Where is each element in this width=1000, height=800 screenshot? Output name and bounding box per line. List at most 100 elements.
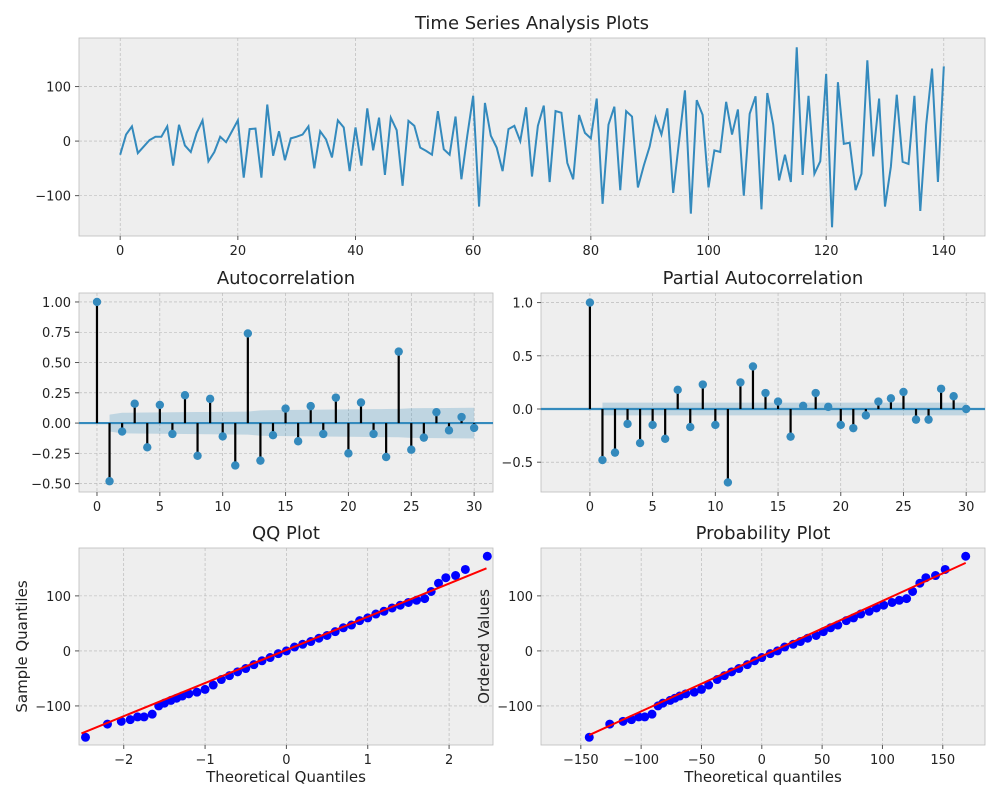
stem-marker — [610, 448, 620, 457]
chart-title: Partial Autocorrelation — [663, 268, 864, 289]
stem-marker — [786, 432, 795, 441]
x-tick-label: 5 — [156, 500, 164, 515]
stem-marker — [155, 400, 165, 410]
stem-marker — [899, 387, 908, 397]
stem-marker — [698, 380, 707, 389]
stem-marker — [936, 384, 946, 393]
stem-marker — [811, 388, 820, 398]
point — [647, 709, 657, 719]
stem-marker — [319, 429, 328, 439]
stem-marker — [344, 449, 353, 458]
x-tick-label: 15 — [770, 500, 787, 515]
x-tick-label: 5 — [648, 500, 656, 515]
stem-marker — [886, 394, 896, 403]
stem-marker — [193, 451, 202, 460]
stem-marker — [381, 452, 391, 462]
x-tick-label: 150 — [930, 753, 955, 768]
stem-marker — [635, 438, 645, 448]
x-tick-label: 0 — [586, 500, 594, 515]
stem-marker — [432, 407, 441, 417]
fit-line — [81, 567, 487, 735]
y-tick-label: −100 — [35, 700, 71, 715]
x-tick-label: 100 — [870, 753, 895, 768]
x-tick-label: 25 — [403, 500, 420, 515]
x-axis-label: Theoretical Quantiles — [205, 768, 366, 786]
stem-marker — [711, 420, 720, 430]
point — [192, 687, 202, 697]
y-tick-label: −100 — [497, 700, 533, 715]
subplot: 0 5 10 15 20 25 30 −0.5 0.0 0.5 1.0 Partial Autocor… — [501, 268, 986, 515]
x-tick-label: −1 — [195, 753, 214, 768]
y-tick-label: 100 — [508, 590, 533, 605]
x-tick-label: −100 — [623, 753, 659, 768]
stem-marker — [394, 347, 403, 356]
stem-marker — [180, 391, 190, 400]
stem-marker — [117, 427, 127, 436]
stem-marker — [243, 329, 253, 338]
point — [139, 712, 149, 722]
stem-marker — [648, 420, 657, 430]
x-tick-label: 15 — [277, 500, 294, 515]
chart-title: Probability Plot — [696, 523, 831, 544]
point — [460, 564, 470, 574]
stem-marker — [419, 433, 429, 442]
stem-marker — [861, 411, 871, 420]
stem-marker — [356, 398, 366, 407]
stem-marker — [686, 422, 695, 432]
stem-marker — [205, 394, 215, 404]
point — [133, 712, 143, 722]
stem-marker — [231, 461, 240, 470]
x-tick-label: 50 — [814, 753, 831, 768]
plot-area — [78, 292, 494, 493]
y-tick-label: 1.0 — [512, 297, 533, 312]
x-tick-label: 80 — [583, 244, 600, 259]
stem-marker — [673, 385, 682, 395]
stem-marker — [911, 415, 921, 424]
x-tick-label: 20 — [340, 500, 357, 515]
stem-marker — [824, 402, 833, 412]
stem-marker — [306, 401, 315, 411]
point — [81, 732, 91, 742]
stem-marker — [836, 420, 845, 430]
stem-marker — [723, 478, 733, 487]
stem-marker — [268, 430, 278, 440]
stem-marker — [598, 455, 607, 465]
chart-title: Time Series Analysis Plots — [414, 13, 649, 34]
x-tick-label: 100 — [696, 244, 721, 259]
x-tick-label: −2 — [114, 753, 133, 768]
stem-marker — [281, 404, 290, 413]
y-tick-label: −100 — [35, 190, 71, 205]
stem-marker — [849, 423, 858, 433]
point — [208, 680, 218, 690]
plot-marks — [79, 297, 493, 486]
x-tick-label: 0 — [758, 753, 766, 768]
y-axis-label: Ordered Values — [475, 589, 493, 704]
stem-marker — [331, 393, 341, 402]
x-tick-label: 20 — [230, 244, 247, 259]
stem-marker — [105, 477, 114, 486]
x-tick-label: 0 — [282, 753, 290, 768]
x-tick-label: 40 — [347, 244, 364, 259]
y-tick-label: 0 — [63, 645, 71, 660]
point — [451, 571, 461, 581]
point — [887, 597, 897, 607]
plot-marks — [541, 298, 985, 487]
chart-title: Autocorrelation — [217, 268, 355, 289]
x-axis-label: Theoretical quantiles — [683, 768, 842, 786]
x-tick-label: 0 — [116, 244, 124, 259]
x-tick-label: 60 — [465, 244, 482, 259]
x-tick-label: 10 — [707, 500, 724, 515]
subplot: 0 5 10 15 20 25 30 −0.50 −0.25 0.00 0.25 0.50 0.75 1.… — [31, 268, 494, 515]
x-tick-label: 1 — [364, 753, 372, 768]
y-tick-label: 0 — [63, 135, 71, 150]
y-tick-label: 0.25 — [42, 387, 71, 402]
x-tick-label: 120 — [814, 244, 839, 259]
point — [689, 687, 699, 697]
point — [879, 600, 889, 610]
stem-marker — [369, 429, 378, 439]
x-tick-label: 10 — [214, 500, 231, 515]
y-tick-label: 0.50 — [42, 357, 71, 372]
x-tick-label: 2 — [445, 753, 453, 768]
point — [441, 573, 451, 583]
stem-marker — [444, 426, 454, 435]
